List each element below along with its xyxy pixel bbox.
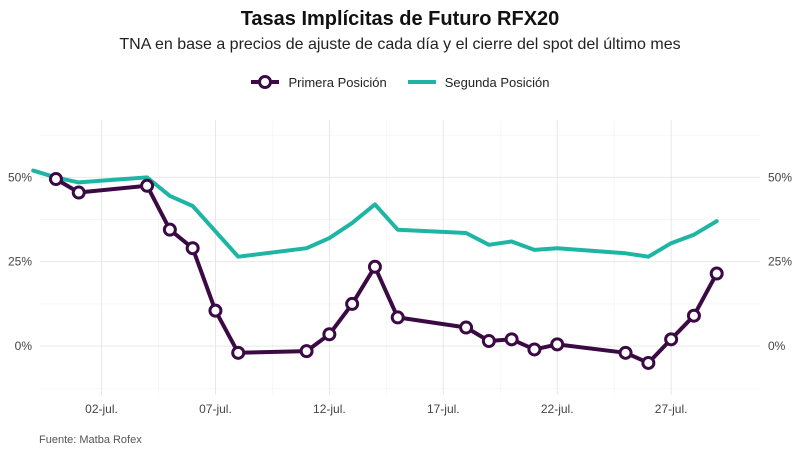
point-primera-posicion	[140, 178, 155, 193]
point-primera-posicion	[664, 332, 679, 347]
y-tick-label-left: 0%	[15, 339, 33, 353]
legend-key-segunda	[407, 80, 436, 84]
point-primera-posicion	[390, 310, 405, 325]
line-segunda-posicion	[31, 168, 719, 259]
chart-title: Tasas Implícitas de Futuro RFX20	[240, 8, 560, 30]
point-primera-posicion	[185, 241, 200, 256]
point-primera-posicion	[299, 344, 314, 359]
point-primera-posicion	[48, 172, 63, 187]
legend-key-primera	[251, 75, 280, 89]
legend-label-primera: Primera Posición	[288, 74, 387, 90]
point-primera-posicion	[550, 337, 565, 352]
point-primera-posicion	[709, 266, 724, 281]
series-lines	[31, 168, 719, 365]
point-primera-posicion	[504, 332, 519, 347]
legend-label-segunda: Segunda Posición	[444, 74, 550, 90]
point-primera-posicion	[71, 185, 86, 200]
point-primera-posicion	[481, 334, 496, 349]
gridlines	[40, 120, 760, 395]
point-primera-posicion	[322, 327, 337, 342]
point-primera-posicion	[345, 296, 360, 311]
point-primera-posicion	[459, 320, 474, 335]
point-primera-posicion	[527, 342, 542, 357]
x-tick-label: 17-jul.	[427, 402, 460, 416]
point-primera-posicion	[686, 308, 701, 323]
point-primera-posicion	[618, 345, 633, 360]
y-tick-label-left: 25%	[8, 255, 32, 269]
x-tick-label: 07-jul.	[199, 402, 232, 416]
y-tick-label-left: 50%	[8, 170, 32, 184]
x-tick-label: 02-jul.	[85, 402, 118, 416]
legend-item-segunda: Segunda Posición	[407, 74, 550, 90]
point-primera-posicion	[641, 355, 656, 370]
point-primera-posicion	[231, 345, 246, 360]
point-primera-posicion	[208, 303, 223, 318]
line-primera-posicion	[53, 177, 719, 365]
y-tick-label-right: 50%	[768, 170, 792, 184]
y-tick-label-right: 25%	[768, 255, 792, 269]
x-tick-label: 27-jul.	[655, 402, 688, 416]
y-tick-label-right: 0%	[768, 339, 786, 353]
source-caption: Fuente: Matba Rofex	[39, 434, 142, 446]
x-tick-label: 12-jul.	[313, 402, 346, 416]
legend-item-primera: Primera Posición	[250, 74, 387, 90]
legend: Primera Posición Segunda Posición	[0, 74, 800, 90]
x-tick-label: 22-jul.	[541, 402, 574, 416]
point-primera-posicion	[162, 222, 177, 237]
series-points	[48, 172, 724, 370]
point-primera-posicion	[367, 259, 382, 274]
chart-subtitle: TNA en base a precios de ajuste de cada …	[119, 36, 681, 53]
axis-ticks: 0% 0% 25% 25% 50% 50% 02-jul. 07-jul. 12-jul. 17-…	[8, 170, 792, 416]
